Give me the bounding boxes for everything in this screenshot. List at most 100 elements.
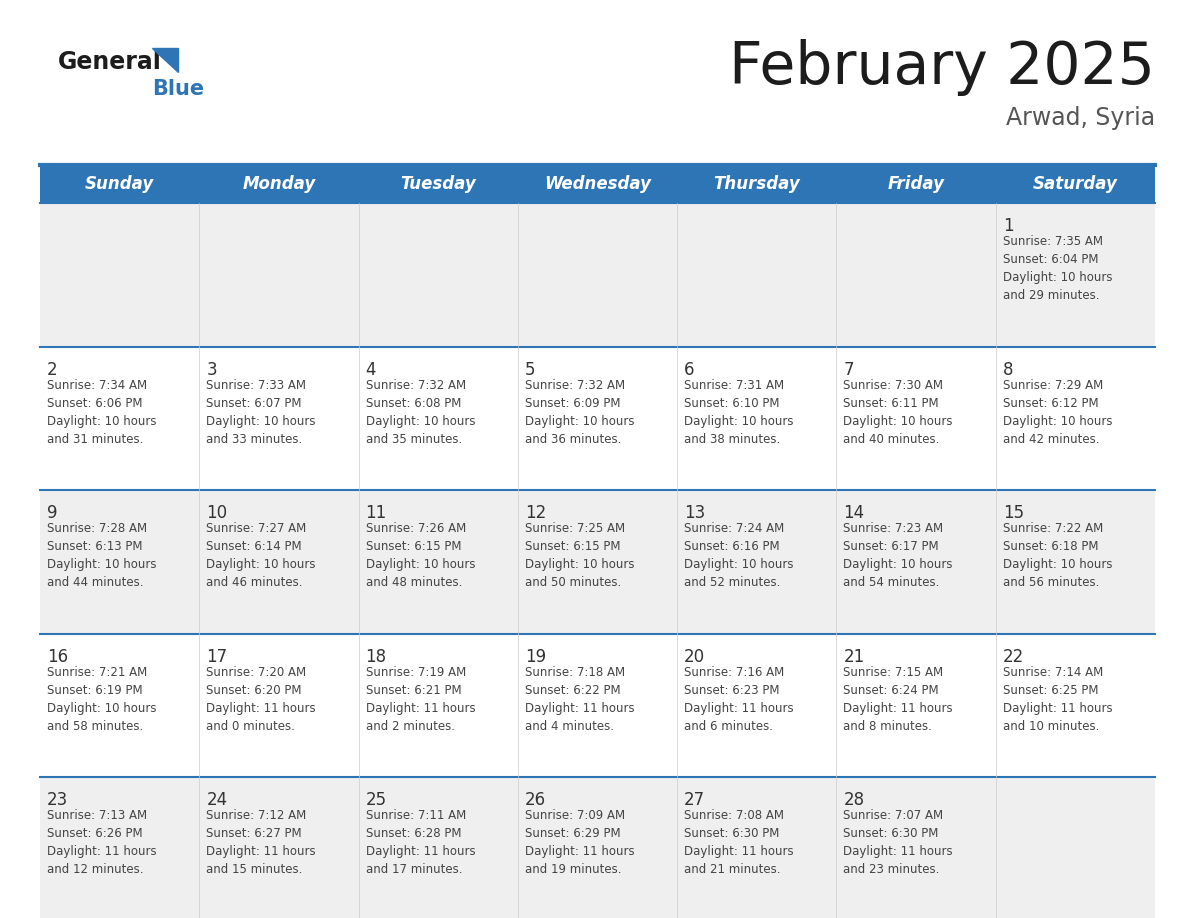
Bar <box>40 490 1155 633</box>
Text: Daylight: 10 hours: Daylight: 10 hours <box>366 558 475 571</box>
Text: 27: 27 <box>684 791 706 810</box>
Text: and 29 minutes.: and 29 minutes. <box>1003 289 1099 302</box>
Text: Daylight: 11 hours: Daylight: 11 hours <box>684 845 794 858</box>
Text: Sunrise: 7:30 AM: Sunrise: 7:30 AM <box>843 378 943 392</box>
Text: Daylight: 10 hours: Daylight: 10 hours <box>48 701 157 715</box>
Text: Daylight: 11 hours: Daylight: 11 hours <box>843 701 953 715</box>
Text: Sunrise: 7:31 AM: Sunrise: 7:31 AM <box>684 378 784 392</box>
Text: February 2025: February 2025 <box>729 39 1155 96</box>
Text: Sunset: 6:26 PM: Sunset: 6:26 PM <box>48 827 143 840</box>
Text: and 10 minutes.: and 10 minutes. <box>1003 720 1099 733</box>
Text: Daylight: 10 hours: Daylight: 10 hours <box>525 415 634 428</box>
Text: and 4 minutes.: and 4 minutes. <box>525 720 614 733</box>
Text: 7: 7 <box>843 361 854 378</box>
Text: Sunrise: 7:29 AM: Sunrise: 7:29 AM <box>1003 378 1102 392</box>
Text: Sunrise: 7:32 AM: Sunrise: 7:32 AM <box>525 378 625 392</box>
Text: Daylight: 11 hours: Daylight: 11 hours <box>1003 701 1112 715</box>
Text: Daylight: 11 hours: Daylight: 11 hours <box>366 701 475 715</box>
Text: Sunrise: 7:26 AM: Sunrise: 7:26 AM <box>366 522 466 535</box>
Text: Sunrise: 7:07 AM: Sunrise: 7:07 AM <box>843 810 943 823</box>
Text: Sunset: 6:08 PM: Sunset: 6:08 PM <box>366 397 461 409</box>
Text: Sunset: 6:24 PM: Sunset: 6:24 PM <box>843 684 939 697</box>
Text: Sunset: 6:20 PM: Sunset: 6:20 PM <box>207 684 302 697</box>
Text: Sunrise: 7:14 AM: Sunrise: 7:14 AM <box>1003 666 1102 678</box>
Text: and 2 minutes.: and 2 minutes. <box>366 720 455 733</box>
Text: Sunset: 6:15 PM: Sunset: 6:15 PM <box>366 540 461 554</box>
Text: Saturday: Saturday <box>1032 175 1118 193</box>
Text: Sunset: 6:27 PM: Sunset: 6:27 PM <box>207 827 302 840</box>
Text: and 21 minutes.: and 21 minutes. <box>684 864 781 877</box>
Text: Sunrise: 7:28 AM: Sunrise: 7:28 AM <box>48 522 147 535</box>
Text: 16: 16 <box>48 648 68 666</box>
Text: Sunset: 6:04 PM: Sunset: 6:04 PM <box>1003 253 1098 266</box>
Text: Thursday: Thursday <box>714 175 801 193</box>
Text: Sunset: 6:29 PM: Sunset: 6:29 PM <box>525 827 620 840</box>
Text: 5: 5 <box>525 361 536 378</box>
Text: 28: 28 <box>843 791 865 810</box>
Bar <box>40 633 1155 778</box>
Text: 24: 24 <box>207 791 227 810</box>
Text: Sunset: 6:10 PM: Sunset: 6:10 PM <box>684 397 779 409</box>
Text: Sunrise: 7:08 AM: Sunrise: 7:08 AM <box>684 810 784 823</box>
Text: Sunrise: 7:34 AM: Sunrise: 7:34 AM <box>48 378 147 392</box>
Text: Sunset: 6:16 PM: Sunset: 6:16 PM <box>684 540 779 554</box>
Text: Sunset: 6:22 PM: Sunset: 6:22 PM <box>525 684 620 697</box>
Text: Sunday: Sunday <box>86 175 154 193</box>
Text: Sunset: 6:18 PM: Sunset: 6:18 PM <box>1003 540 1098 554</box>
Text: Sunrise: 7:21 AM: Sunrise: 7:21 AM <box>48 666 147 678</box>
Text: 20: 20 <box>684 648 706 666</box>
Text: 26: 26 <box>525 791 546 810</box>
Text: and 52 minutes.: and 52 minutes. <box>684 577 781 589</box>
Text: 11: 11 <box>366 504 387 522</box>
Text: Wednesday: Wednesday <box>544 175 651 193</box>
Text: Daylight: 10 hours: Daylight: 10 hours <box>1003 558 1112 571</box>
Text: and 42 minutes.: and 42 minutes. <box>1003 432 1099 445</box>
Text: Daylight: 10 hours: Daylight: 10 hours <box>48 558 157 571</box>
Text: 10: 10 <box>207 504 227 522</box>
Text: Daylight: 11 hours: Daylight: 11 hours <box>207 701 316 715</box>
Text: Daylight: 11 hours: Daylight: 11 hours <box>843 845 953 858</box>
Text: Daylight: 10 hours: Daylight: 10 hours <box>843 558 953 571</box>
Text: 22: 22 <box>1003 648 1024 666</box>
Text: Daylight: 10 hours: Daylight: 10 hours <box>1003 271 1112 284</box>
Text: and 31 minutes.: and 31 minutes. <box>48 432 144 445</box>
Text: 25: 25 <box>366 791 387 810</box>
Text: 12: 12 <box>525 504 546 522</box>
Text: 8: 8 <box>1003 361 1013 378</box>
Text: and 40 minutes.: and 40 minutes. <box>843 432 940 445</box>
Text: Sunrise: 7:23 AM: Sunrise: 7:23 AM <box>843 522 943 535</box>
Text: Sunrise: 7:18 AM: Sunrise: 7:18 AM <box>525 666 625 678</box>
Text: Sunrise: 7:33 AM: Sunrise: 7:33 AM <box>207 378 307 392</box>
Text: Daylight: 10 hours: Daylight: 10 hours <box>1003 415 1112 428</box>
Text: and 8 minutes.: and 8 minutes. <box>843 720 933 733</box>
Text: Monday: Monday <box>242 175 316 193</box>
Text: Sunrise: 7:24 AM: Sunrise: 7:24 AM <box>684 522 784 535</box>
Text: 18: 18 <box>366 648 387 666</box>
Bar <box>40 165 1155 203</box>
Text: 13: 13 <box>684 504 706 522</box>
Text: Sunrise: 7:22 AM: Sunrise: 7:22 AM <box>1003 522 1102 535</box>
Bar <box>40 203 1155 347</box>
Text: 9: 9 <box>48 504 57 522</box>
Text: and 12 minutes.: and 12 minutes. <box>48 864 144 877</box>
Text: and 58 minutes.: and 58 minutes. <box>48 720 144 733</box>
Text: and 15 minutes.: and 15 minutes. <box>207 864 303 877</box>
Text: Sunset: 6:12 PM: Sunset: 6:12 PM <box>1003 397 1099 409</box>
Text: and 50 minutes.: and 50 minutes. <box>525 577 621 589</box>
Text: Daylight: 10 hours: Daylight: 10 hours <box>843 415 953 428</box>
Text: Sunset: 6:30 PM: Sunset: 6:30 PM <box>684 827 779 840</box>
Text: and 19 minutes.: and 19 minutes. <box>525 864 621 877</box>
Text: Sunrise: 7:13 AM: Sunrise: 7:13 AM <box>48 810 147 823</box>
Text: and 54 minutes.: and 54 minutes. <box>843 577 940 589</box>
Text: and 46 minutes.: and 46 minutes. <box>207 577 303 589</box>
Text: Daylight: 11 hours: Daylight: 11 hours <box>525 701 634 715</box>
Text: Sunrise: 7:16 AM: Sunrise: 7:16 AM <box>684 666 784 678</box>
Text: Daylight: 10 hours: Daylight: 10 hours <box>366 415 475 428</box>
Text: Daylight: 11 hours: Daylight: 11 hours <box>525 845 634 858</box>
Text: Sunset: 6:06 PM: Sunset: 6:06 PM <box>48 397 143 409</box>
Text: Daylight: 10 hours: Daylight: 10 hours <box>525 558 634 571</box>
Text: Sunset: 6:19 PM: Sunset: 6:19 PM <box>48 684 143 697</box>
Text: and 56 minutes.: and 56 minutes. <box>1003 577 1099 589</box>
Text: Blue: Blue <box>152 79 204 99</box>
Text: Daylight: 11 hours: Daylight: 11 hours <box>366 845 475 858</box>
